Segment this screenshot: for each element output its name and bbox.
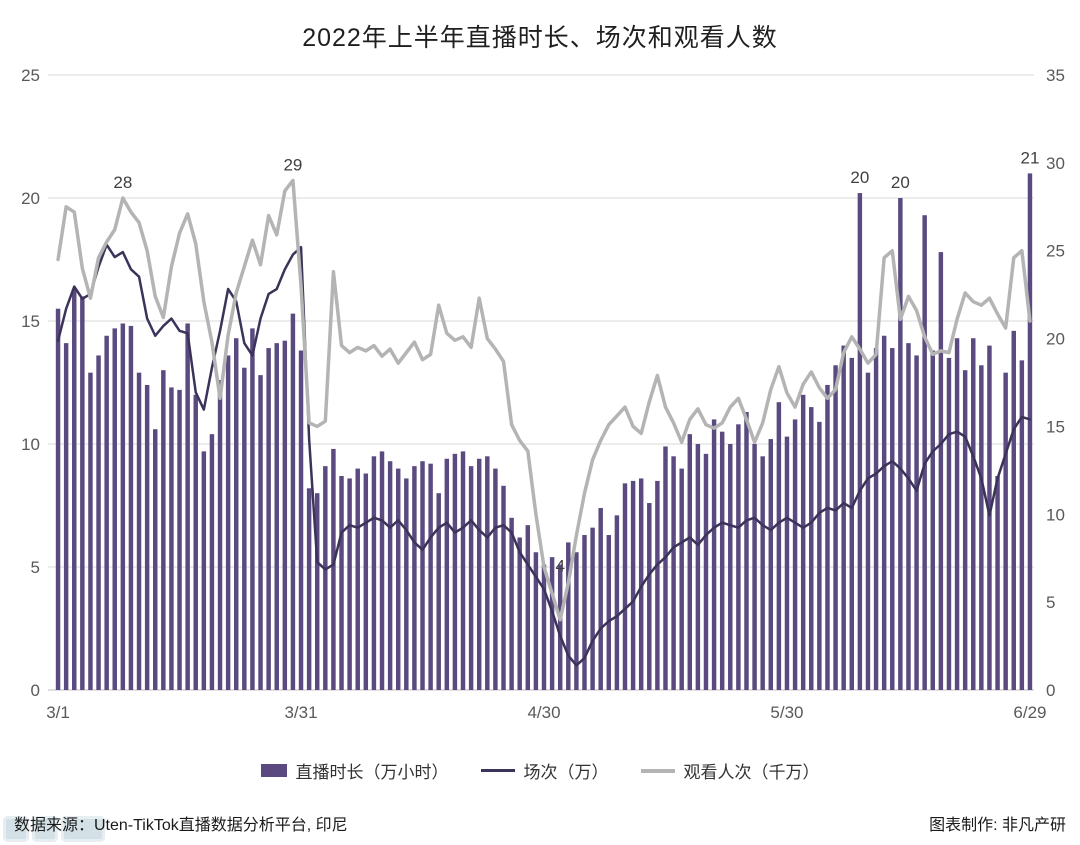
svg-text:10: 10: [1046, 505, 1065, 524]
svg-text:15: 15: [1046, 417, 1065, 436]
svg-text:6/29: 6/29: [1013, 703, 1046, 722]
legend-label-sessions: 场次（万）: [523, 763, 609, 782]
svg-text:5: 5: [31, 558, 40, 577]
svg-text:20: 20: [1046, 330, 1065, 349]
watermark-box-icon: [3, 816, 29, 842]
svg-text:4: 4: [555, 557, 564, 576]
svg-text:3/1: 3/1: [46, 703, 70, 722]
legend-label-viewers: 观看人次（千万）: [683, 763, 820, 782]
viewers-line-swatch-icon: [640, 768, 675, 773]
watermark-box-icon: [32, 816, 58, 842]
svg-text:5: 5: [1046, 593, 1055, 612]
svg-text:10: 10: [21, 435, 40, 454]
chart-footer: 数据来源：Uten-TikTok直播数据分析平台, 印尼 图表制作: 非凡产研: [0, 811, 1080, 835]
legend-item-sessions: 场次（万）: [480, 758, 609, 783]
svg-text:29: 29: [283, 155, 302, 174]
chart-title: 2022年上半年直播时长、场次和观看人数: [302, 24, 778, 52]
svg-text:0: 0: [31, 681, 40, 700]
credit-text: 图表制作: 非凡产研: [929, 817, 1066, 834]
sessions-line-swatch-icon: [480, 769, 515, 772]
svg-text:20: 20: [850, 168, 869, 187]
svg-text:15: 15: [21, 312, 40, 331]
svg-text:25: 25: [1046, 242, 1065, 261]
watermark-box-icon: [61, 816, 105, 842]
svg-text:4/30: 4/30: [527, 703, 560, 722]
svg-text:0: 0: [1046, 681, 1055, 700]
svg-text:3/31: 3/31: [284, 703, 317, 722]
svg-text:20: 20: [21, 189, 40, 208]
legend-item-viewers: 观看人次（千万）: [640, 758, 820, 783]
chart-legend: 直播时长（万小时） 场次（万） 观看人次（千万）: [0, 758, 1080, 783]
svg-text:5/30: 5/30: [770, 703, 803, 722]
svg-text:20: 20: [891, 173, 910, 192]
duration-bar-swatch-icon: [260, 764, 287, 777]
svg-text:30: 30: [1046, 154, 1065, 173]
legend-label-duration: 直播时长（万小时）: [295, 763, 449, 782]
legend-item-duration: 直播时长（万小时）: [260, 758, 449, 783]
svg-text:25: 25: [21, 66, 40, 85]
svg-text:21: 21: [1020, 148, 1039, 167]
watermark-logo: [3, 816, 105, 842]
data-source-text: 数据来源：Uten-TikTok直播数据分析平台, 印尼: [14, 817, 348, 834]
chart-svg: 0 5 10 15 20 25 0 5 10 15 20 25 30 35 3/1 3/31 4/30 5/30 6…: [21, 66, 1065, 722]
svg-text:28: 28: [113, 173, 132, 192]
svg-text:35: 35: [1046, 66, 1065, 85]
